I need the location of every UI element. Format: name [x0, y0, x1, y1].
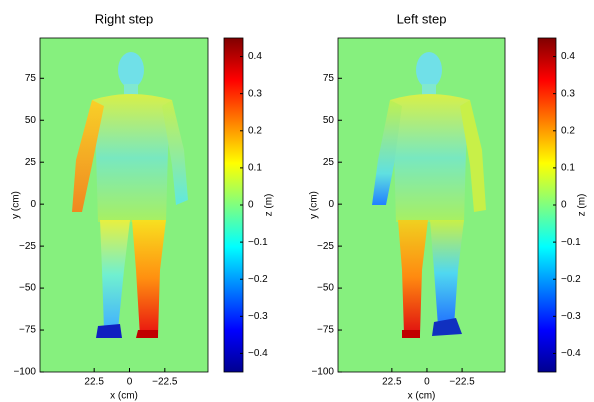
colorbar-tick-label: 0.1 [561, 163, 575, 174]
colorbar-tick-label: −0.1 [248, 237, 268, 248]
x-tick-label: −22.5 [152, 377, 178, 388]
y-tick-label: 75 [25, 73, 37, 84]
colorbar-tick-label: 0 [561, 200, 567, 211]
body-image [72, 52, 188, 338]
y-tick-label: 75 [323, 73, 335, 84]
y-tick-label: 50 [323, 115, 335, 126]
colorbar-tick-label: −0.4 [248, 348, 268, 359]
y-tick-label: −100 [311, 367, 334, 378]
colorbar-tick-label: 0.4 [248, 51, 262, 62]
colorbar-tick-label: 0.3 [561, 88, 575, 99]
colorbar-tick-label: −0.3 [561, 311, 581, 322]
y-tick-label: −25 [317, 241, 334, 252]
colorbar-tick-label: −0.4 [561, 348, 581, 359]
colorbar-tick-label: 0.2 [248, 125, 262, 136]
colorbar-tick-label: 0.3 [248, 88, 262, 99]
x-tick-label: 0 [424, 377, 430, 388]
y-tick-label: −50 [19, 283, 36, 294]
colorbar-tick-label: −0.2 [248, 274, 268, 285]
y-tick-label: −100 [13, 367, 36, 378]
colorbar-tick-label: 0.2 [561, 125, 575, 136]
x-tick-label: 22.5 [84, 377, 104, 388]
y-tick-label: −75 [19, 325, 36, 336]
colorbar-tick-label: 0.4 [561, 51, 575, 62]
colorbar-label: z (m) [577, 194, 588, 217]
y-tick-label: 25 [323, 157, 335, 168]
y-axis-label: y (cm) [309, 191, 320, 219]
y-tick-label: −75 [317, 325, 334, 336]
colorbar-label: z (m) [264, 194, 275, 217]
axes-frame [337, 37, 506, 373]
chart-title: Right step [95, 11, 154, 26]
axes-frame [39, 37, 209, 373]
y-tick-label: 0 [30, 199, 36, 210]
x-axis-label: x (cm) [408, 391, 436, 402]
y-tick-label: −25 [19, 241, 36, 252]
y-tick-label: 50 [25, 115, 37, 126]
x-tick-label: 22.5 [382, 377, 402, 388]
x-tick-label: −22.5 [449, 377, 475, 388]
y-axis-label: y (cm) [11, 191, 22, 219]
colorbar-tick-label: −0.2 [561, 274, 581, 285]
x-tick-label: 0 [127, 377, 133, 388]
chart-title: Left step [397, 11, 447, 26]
colorbar-tick-label: −0.3 [248, 311, 268, 322]
axes-layer: Right step 22.5 0 −22.5 −100 −75 −50 −25 0 25 50 75… [11, 11, 588, 401]
y-tick-label: −50 [317, 283, 334, 294]
colorbar-tick-label: 0.1 [248, 163, 262, 174]
colorbar-tick-label: 0 [248, 200, 254, 211]
colorbar-tick-label: −0.1 [561, 237, 581, 248]
x-axis-label: x (cm) [110, 391, 138, 402]
y-tick-label: 25 [25, 157, 37, 168]
body-image [372, 52, 486, 338]
y-tick-label: 0 [328, 199, 334, 210]
